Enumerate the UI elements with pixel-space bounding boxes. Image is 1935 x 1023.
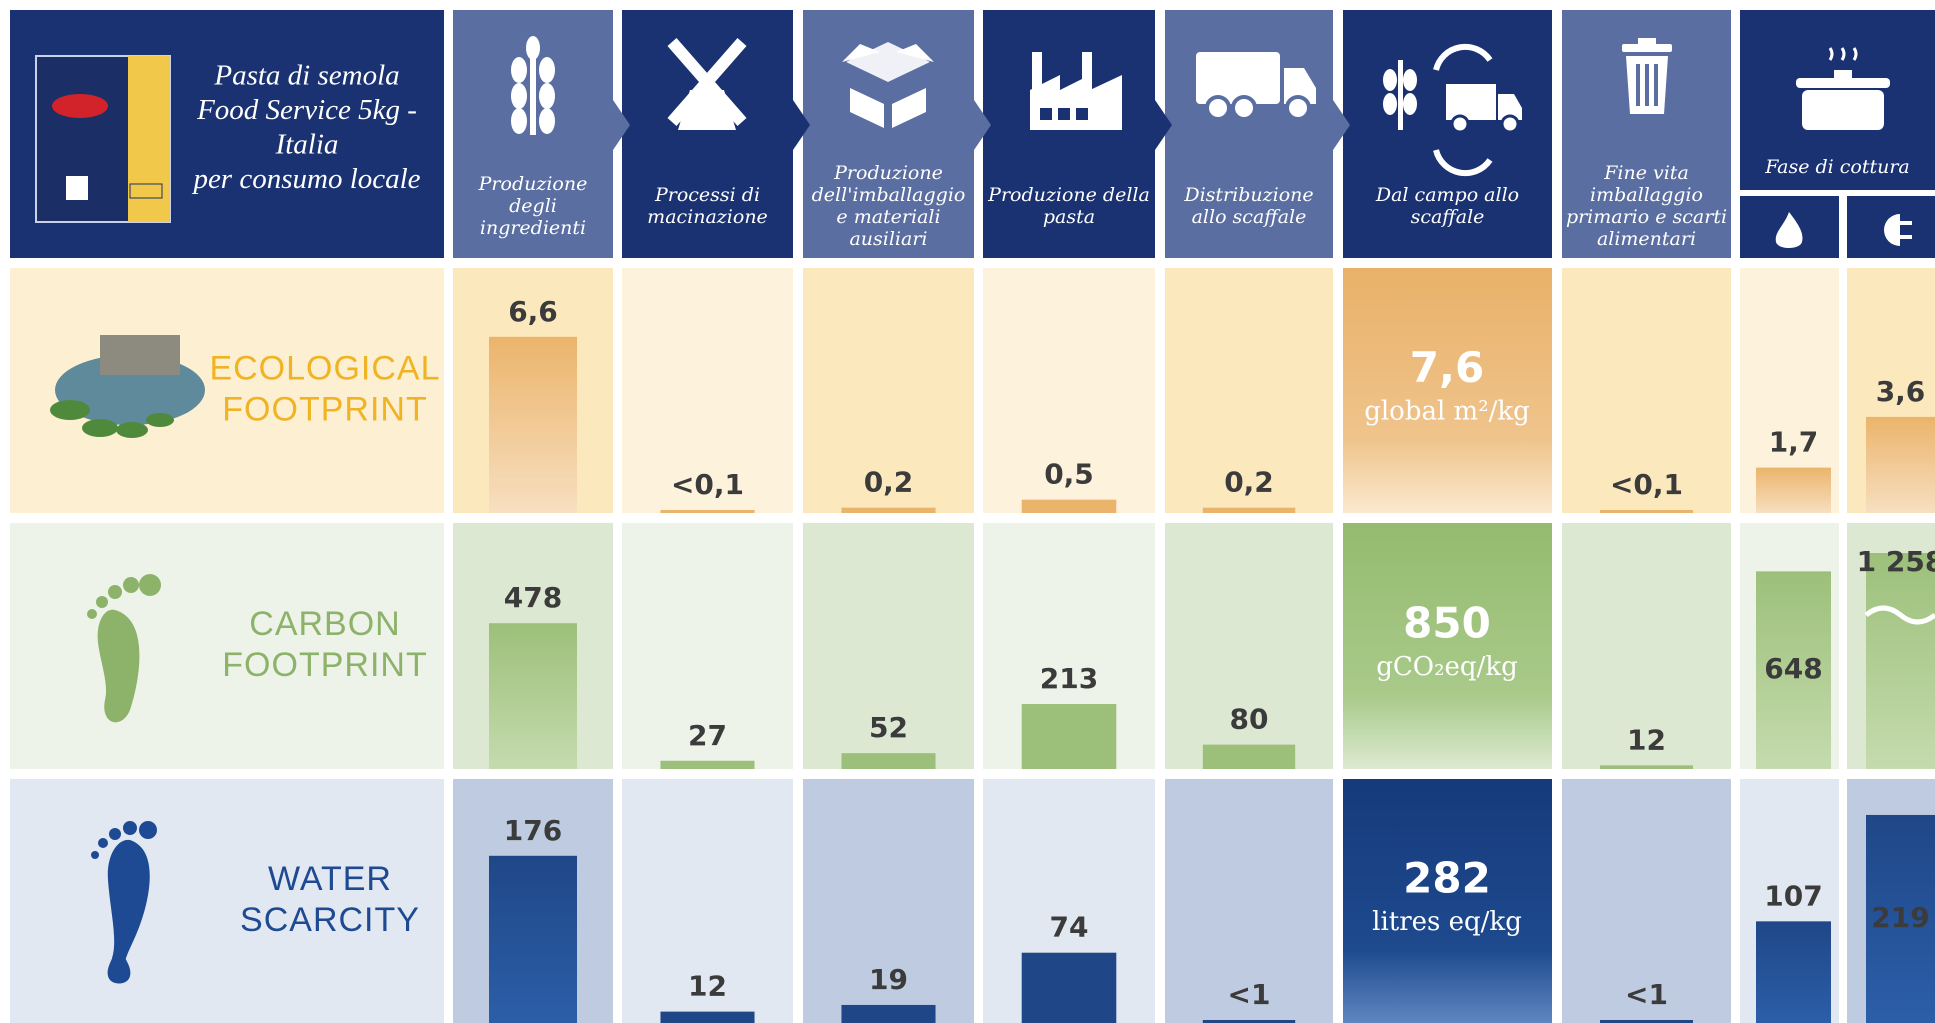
bar [1203, 745, 1295, 769]
value-label: 213 [1040, 662, 1098, 695]
column-label: Produzione [833, 162, 943, 184]
bar [1022, 704, 1117, 769]
column-label: alimentari [1597, 228, 1696, 250]
bar [660, 761, 754, 769]
column-label: ausiliari [849, 228, 927, 250]
value-label: 19 [869, 963, 908, 996]
column-label: allo scaffale [1192, 206, 1307, 228]
value-label: 27 [688, 719, 727, 752]
column-label: ingredienti [480, 217, 586, 239]
value-label: 74 [1050, 911, 1089, 944]
row-name: SCARCITY [240, 901, 420, 939]
value-label: 12 [688, 970, 727, 1003]
product-title: Pasta di semola [213, 60, 399, 92]
row-name: ECOLOGICAL [209, 349, 440, 387]
column-label: Processi di [654, 184, 760, 206]
value-label: 0,5 [1044, 458, 1094, 491]
column-label: macinazione [647, 206, 768, 228]
column-label: Produzione [478, 173, 588, 195]
column-label: dell'imballaggio [812, 184, 966, 206]
bar [1600, 765, 1693, 769]
page: {"product": {"title_lines": ["Pasta di s… [0, 0, 1935, 1023]
row-name: WATER [268, 860, 392, 898]
column-label: pasta [1043, 206, 1095, 228]
total-value: 7,6 [1410, 343, 1484, 392]
infographic: Pasta di semolaFood Service 5kg -Italiap… [0, 0, 1935, 1023]
product-title: Italia [275, 129, 339, 161]
bar [489, 623, 577, 769]
row-name: FOOTPRINT [222, 390, 427, 428]
bar [489, 337, 577, 513]
package-image [36, 56, 170, 222]
value-label: 80 [1230, 703, 1269, 736]
value-label: 107 [1764, 879, 1822, 912]
value-label: <0,1 [671, 468, 744, 501]
value-label: 648 [1764, 652, 1822, 685]
value-label: 219 [1871, 901, 1929, 934]
value-label: 52 [869, 711, 908, 744]
bar [1866, 553, 1935, 769]
value-label: 3,6 [1876, 375, 1926, 408]
value-label: 12 [1627, 723, 1666, 756]
total-value: 282 [1403, 854, 1491, 903]
column-label: imballaggio [1590, 184, 1703, 206]
value-label: 0,2 [864, 466, 914, 499]
column-label: Dal campo allo [1375, 184, 1519, 206]
bar [1203, 508, 1295, 513]
bar [1756, 468, 1831, 513]
bar [489, 856, 577, 1023]
bar [1866, 417, 1935, 513]
value-label: <1 [1228, 978, 1271, 1011]
product-title: per consumo locale [191, 163, 420, 195]
column-label: Fase di cottura [1764, 156, 1910, 178]
product-title: Food Service 5kg - [196, 94, 417, 126]
value-label: 1,7 [1769, 426, 1819, 459]
total-unit: global m²/kg [1364, 397, 1530, 427]
total-unit: litres eq/kg [1372, 907, 1522, 937]
bar [841, 753, 935, 769]
row-name: CARBON [249, 605, 400, 643]
bar [660, 1012, 754, 1023]
total-unit: gCO₂eq/kg [1376, 652, 1517, 682]
row-name: FOOTPRINT [222, 646, 427, 684]
value-label: <0,1 [1610, 468, 1683, 501]
value-label: 478 [504, 581, 562, 614]
column-label: e materiali [836, 206, 940, 228]
bar [1600, 510, 1693, 513]
bar [1022, 953, 1117, 1023]
column-label: Produzione della [987, 184, 1150, 206]
column-label: Fine vita [1603, 162, 1689, 184]
column-label: degli [509, 195, 557, 217]
value-label: 176 [504, 814, 562, 847]
value-label: 0,2 [1224, 466, 1274, 499]
bar [1756, 921, 1831, 1023]
column-label: primario e scarti [1566, 206, 1727, 228]
bar [841, 508, 935, 513]
column-label: scaffale [1411, 206, 1485, 228]
bin-icon [1622, 38, 1672, 114]
bar [1022, 500, 1117, 513]
bar [660, 510, 754, 513]
value-label: 6,6 [508, 295, 558, 328]
bar [841, 1005, 935, 1023]
total-value: 850 [1403, 599, 1491, 648]
column-label: Distribuzione [1183, 184, 1313, 206]
value-label: 1 258 [1857, 545, 1935, 578]
value-label: <1 [1625, 978, 1668, 1011]
